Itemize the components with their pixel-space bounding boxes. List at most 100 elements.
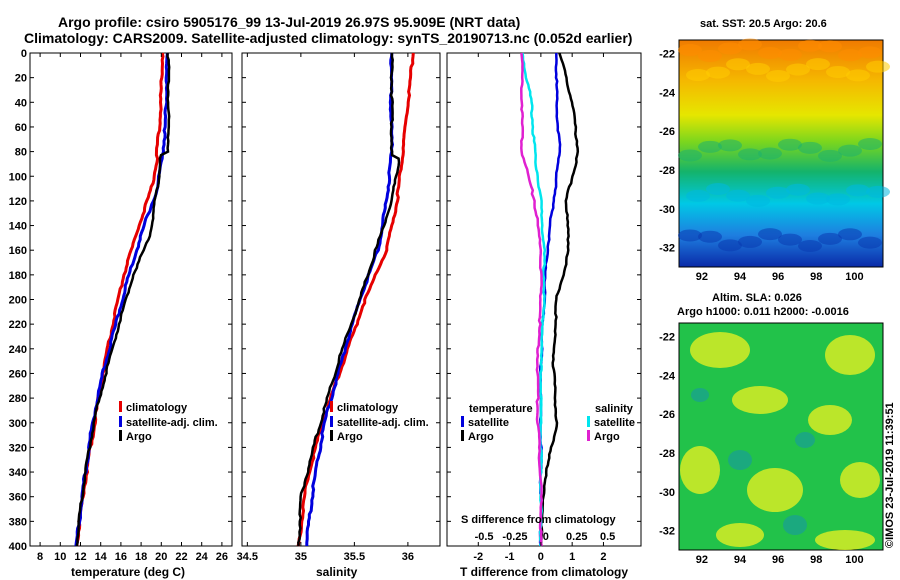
salinity-legend: climatology satellite-adj. clim. Argo xyxy=(330,401,429,443)
depth-tick-label: 160 xyxy=(9,245,27,257)
map-x-tick-label: 98 xyxy=(810,554,822,566)
legend-swatch-climatology xyxy=(330,401,333,412)
sst-texture-blob xyxy=(846,184,870,197)
legend-salinity-title: salinity xyxy=(595,403,634,415)
sst-texture-blob xyxy=(766,186,790,199)
sla-texture-blob xyxy=(825,335,875,375)
sst-texture-blob xyxy=(738,148,762,161)
map-y-tick-label: -30 xyxy=(659,204,675,216)
salinity-plot-frame xyxy=(241,52,441,547)
depth-tick-label: 60 xyxy=(15,122,27,134)
depth-tick-label: 300 xyxy=(9,418,27,430)
legend-argo: Argo xyxy=(126,431,152,443)
sst-texture-blob xyxy=(738,235,762,248)
s-tick-label: 0 xyxy=(543,531,549,543)
sla-map-x-ticks: 92 94 96 98 100 xyxy=(696,554,864,566)
sst-texture-blob xyxy=(766,69,790,82)
sst-texture-blob xyxy=(738,38,762,51)
map-x-tick-label: 94 xyxy=(734,554,747,566)
x-tick-label: 14 xyxy=(95,551,108,563)
sla-texture-blob xyxy=(808,405,852,435)
map-y-tick-label: -32 xyxy=(659,243,675,255)
x-tick-label: 22 xyxy=(175,551,187,563)
sst-texture-blob xyxy=(698,49,722,62)
sla-map-texture xyxy=(680,332,880,550)
legend-swatch-argo xyxy=(330,430,333,441)
map-x-tick-label: 94 xyxy=(734,271,747,283)
sst-texture-blob xyxy=(798,141,822,154)
salinity-series xyxy=(296,52,415,547)
x-tick-label: 26 xyxy=(216,551,228,563)
sla-texture-blob xyxy=(691,388,709,402)
depth-tick-label: 200 xyxy=(9,295,27,307)
map-y-tick-label: -28 xyxy=(659,165,675,177)
temperature-series xyxy=(74,52,171,547)
map-x-tick-label: 98 xyxy=(810,271,822,283)
sla-map-title: Altim. SLA: 0.026 xyxy=(712,292,802,304)
legend-s-argo: Argo xyxy=(594,431,620,443)
sst-map-y-ticks: -22 -24 -26 -28 -30 -32 xyxy=(659,49,676,255)
x-tick-label: 16 xyxy=(115,551,127,563)
depth-tick-label: 140 xyxy=(9,221,27,233)
map-x-tick-label: 100 xyxy=(845,271,863,283)
sst-texture-blob xyxy=(838,49,862,62)
sst-texture-blob xyxy=(858,138,882,151)
legend-swatch-satellite xyxy=(330,416,333,427)
sst-texture-blob xyxy=(726,189,750,202)
depth-tick-label: 180 xyxy=(9,270,27,282)
series-line-climatology xyxy=(75,52,165,547)
sla-texture-blob xyxy=(680,446,720,494)
sst-texture-blob xyxy=(778,233,802,246)
s-tick-label: -0.5 xyxy=(475,531,494,543)
sla-texture-blob xyxy=(728,450,752,470)
depth-tick-label: 340 xyxy=(9,467,27,479)
sst-map-x-ticks: 92 94 96 98 100 xyxy=(696,271,864,283)
legend-s-satellite: satellite xyxy=(594,417,635,429)
series-line-argo xyxy=(297,53,401,547)
depth-tick-label: 260 xyxy=(9,368,27,380)
sst-texture-blob xyxy=(798,239,822,252)
sst-texture-blob xyxy=(678,149,702,162)
map-y-tick-label: -32 xyxy=(659,526,675,538)
sst-texture-blob xyxy=(818,40,842,53)
legend-climatology: climatology xyxy=(337,402,399,414)
sst-texture-blob xyxy=(806,192,830,205)
series-line-satellite-adj-clim- xyxy=(305,52,395,546)
x-tick-label: -1 xyxy=(505,551,515,563)
s-tick-label: 0.5 xyxy=(600,531,615,543)
map-y-tick-label: -28 xyxy=(659,448,675,460)
difference-s-ticks: -0.5 -0.25 0 0.25 0.5 xyxy=(475,531,616,543)
footer-credit: ©IMOS 23-Jul-2019 11:39:51 xyxy=(884,402,896,548)
map-y-tick-label: -26 xyxy=(659,126,675,138)
legend-t-argo: Argo xyxy=(468,431,494,443)
x-tick-label: 2 xyxy=(600,551,606,563)
map-y-tick-label: -24 xyxy=(659,87,676,99)
depth-tick-label: 320 xyxy=(9,442,27,454)
sst-texture-blob xyxy=(826,193,850,206)
legend-swatch-climatology xyxy=(119,401,122,412)
x-tick-label: 0 xyxy=(538,551,544,563)
sst-texture-blob xyxy=(686,69,710,82)
legend-t-satellite: satellite xyxy=(468,417,509,429)
depth-tick-label: 240 xyxy=(9,344,27,356)
sst-texture-blob xyxy=(718,239,742,252)
depth-tick-label: 40 xyxy=(15,97,27,109)
map-x-tick-label: 96 xyxy=(772,271,784,283)
sst-texture-blob xyxy=(678,44,702,56)
legend-satellite: satellite-adj. clim. xyxy=(126,417,218,429)
sst-texture-blob xyxy=(866,60,890,73)
x-tick-label: 8 xyxy=(37,551,43,563)
depth-tick-label: 400 xyxy=(9,541,27,553)
temperature-x-label: temperature (deg C) xyxy=(71,565,185,579)
temperature-plot-frame xyxy=(29,52,233,547)
s-tick-label: -0.25 xyxy=(502,531,527,543)
sst-map-texture xyxy=(678,38,890,252)
sst-texture-blob xyxy=(718,42,742,55)
map-x-tick-label: 92 xyxy=(696,554,708,566)
sst-texture-blob xyxy=(706,66,730,79)
sla-texture-blob xyxy=(815,530,875,550)
series-line-s-satellite xyxy=(521,52,547,547)
header-line-1: Argo profile: csiro 5905176_99 13-Jul-20… xyxy=(58,14,520,30)
legend-swatch-argo xyxy=(119,430,122,441)
map-y-tick-label: -26 xyxy=(659,409,675,421)
